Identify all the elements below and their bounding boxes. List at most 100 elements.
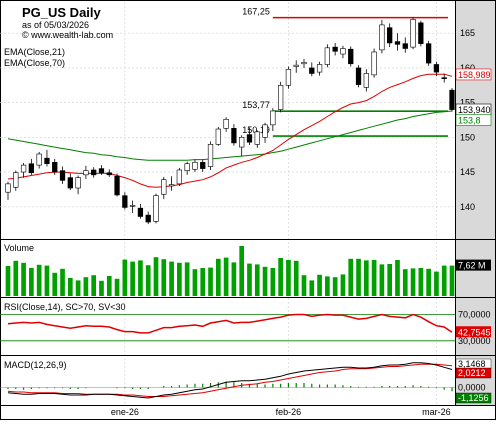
macd-layer [0,362,455,399]
volume-bar [309,280,315,296]
volume-bar [325,276,330,296]
axis-labels: 140 145 150 155 160 165 ene-26 feb-26 mar-26 158,… [111,28,492,417]
volume-bar [114,278,120,296]
volume-bar [52,272,58,296]
candle-down [425,43,432,64]
volume-bar [153,257,159,296]
volume-bar [379,264,385,296]
candle-up [324,47,331,65]
candle-up [13,172,19,188]
volume-bar [340,274,346,296]
price-tick-label: 155 [460,98,475,108]
candle-down [387,27,393,44]
candle-down [106,172,112,176]
macd-signal-line [7,363,453,397]
volume-bar [145,265,151,296]
candle-up [285,69,292,86]
volume-bar [410,268,416,296]
ema21-line [7,73,453,188]
candle-up [254,131,260,145]
candle-down [28,163,35,174]
price-tick-label: 140 [460,202,475,212]
candle-up [184,163,190,171]
macd-title: MACD(12,26,9) [4,360,67,370]
candle-down [122,195,128,208]
candle-down [59,170,66,181]
volume-bar [130,261,135,296]
volume-bar [247,263,252,296]
candle-up [129,205,136,207]
volume-bar [60,268,65,296]
volume-bar [363,260,369,296]
volume-bar [184,262,190,296]
candle-down [441,77,447,79]
candle-down [114,175,120,196]
candle-down [200,162,206,169]
macd-last-label: -1,1256 [458,393,489,403]
volume-bar [91,275,97,296]
candle-down [355,67,362,85]
volume-bar [208,267,213,296]
volume-bar [426,268,431,296]
volume-bar [192,269,198,296]
volume-bar [36,264,42,296]
volume-title: Volume [4,243,34,253]
level-label: 150,19 [242,125,270,135]
volume-bar [286,260,291,296]
candle-down [145,214,151,223]
candle-up [262,124,268,138]
ema-layer [7,73,453,188]
candle-down [246,134,253,143]
macd-last-label: 3,1468 [458,359,486,369]
macd-line [7,362,453,399]
volume-bar [332,277,338,296]
volume-bar [200,268,206,296]
volume-bar [75,280,81,296]
volume-bar [293,260,299,296]
candle-up [168,184,175,187]
price-tick-label: 145 [460,167,475,177]
candle-up [301,62,307,65]
time-tick-label: mar-26 [422,407,451,417]
last-value-label: 158,989 [458,70,491,80]
volume-bar [387,264,393,296]
volume-last-box [456,259,491,271]
time-tick-label: feb-26 [276,407,302,417]
volume-bar [449,265,455,296]
volume-bar [278,258,283,296]
candle-up [75,177,81,189]
volume-bar [215,258,221,296]
volume-bar [161,259,167,296]
candle-up [207,143,214,167]
candle-down [433,64,440,73]
volume-bar [418,268,424,296]
candle-up [293,64,299,67]
level-label: 167,25 [242,7,270,17]
volume-bar [138,260,143,296]
rsi-last-box [456,326,491,338]
volume-bar [99,280,104,296]
time-tick-label: ene-26 [111,407,139,417]
volume-bar [348,258,354,296]
volume-last-label: 7,62 M [458,261,486,271]
candle-down [402,43,408,49]
volume-bar [177,262,182,296]
volume-bar [83,277,89,296]
rsi-layer [0,313,455,342]
volume-bar [239,246,245,296]
candle-down [137,207,144,217]
last-value-label: 153,8 [458,115,481,125]
candle-down [231,128,237,144]
volume-bar [262,266,268,296]
volume-bar [301,275,307,296]
candle-up [277,84,284,110]
level-label: 153,77 [242,100,270,110]
candle-up [223,119,229,129]
rsi-title: RSI(Close,14), SC>70, SV<30 [4,302,126,312]
rsi-band-label: 30,0000 [458,336,491,346]
volume-bar [434,271,439,296]
volume-bar [270,268,276,296]
candle-up [153,195,159,222]
